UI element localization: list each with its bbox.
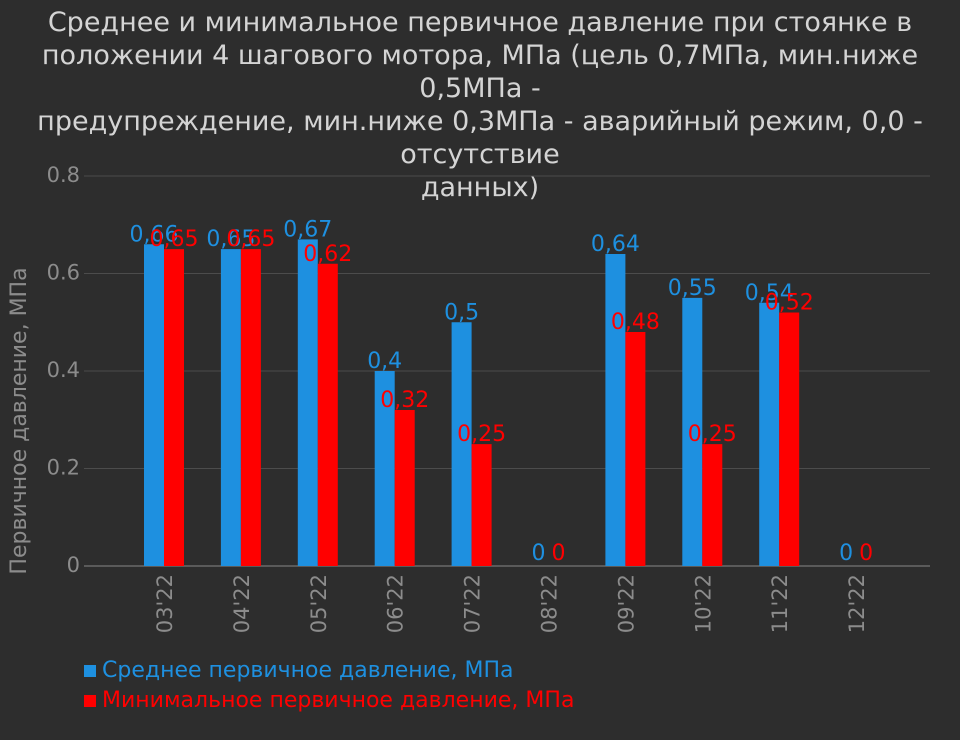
x-tick-label: 08'22 <box>538 574 562 633</box>
legend-swatch-minimum <box>84 695 96 707</box>
x-tick-label: 12'22 <box>845 574 869 633</box>
bar <box>144 244 164 566</box>
data-label: 0,25 <box>688 422 737 447</box>
data-label: 0,55 <box>668 276 717 301</box>
bar <box>317 263 338 566</box>
data-label: 0 <box>859 541 873 566</box>
x-tick-label: 07'22 <box>461 574 485 633</box>
data-label: 0,67 <box>283 217 332 242</box>
data-label: 0 <box>839 541 853 566</box>
bar <box>759 302 780 566</box>
data-label: 0,65 <box>206 227 255 252</box>
bar <box>374 371 395 566</box>
bar <box>451 322 472 566</box>
legend-swatch-average <box>84 665 96 677</box>
bar <box>164 249 184 566</box>
x-tick-label: 09'22 <box>614 574 638 633</box>
bar <box>240 249 261 566</box>
chart-title-line: предупреждение, мин.ниже 0,3МПа - аварий… <box>37 106 923 170</box>
data-label: 0,62 <box>303 242 352 267</box>
data-label: 0 <box>532 541 546 566</box>
legend-label-average: Среднее первичное давление, МПа <box>102 658 514 683</box>
legend-item-minimum: Минимальное первичное давление, МПа <box>84 686 574 716</box>
bar <box>605 254 626 566</box>
data-label: 0,52 <box>765 291 814 316</box>
chart-title: Среднее и минимальное первичное давление… <box>0 6 960 204</box>
x-tick-label: 04'22 <box>230 574 254 633</box>
bar <box>220 249 241 566</box>
legend: Среднее первичное давление, МПа Минималь… <box>84 656 574 716</box>
data-label: 0 <box>552 541 566 566</box>
data-label: 0,4 <box>367 349 402 374</box>
bar <box>682 297 703 566</box>
data-label: 0,32 <box>380 388 429 413</box>
bar <box>625 332 646 566</box>
x-tick-label: 10'22 <box>691 574 715 633</box>
y-axis-label: Первичное давление, МПа <box>7 267 32 574</box>
chart-title-line: положении 4 шагового мотора, МПа (цель 0… <box>41 40 919 104</box>
legend-label-minimum: Минимальное первичное давление, МПа <box>102 688 575 713</box>
y-tick-label: 0.4 <box>47 358 80 382</box>
chart-title-line: данных) <box>420 172 540 203</box>
x-tick-label: 05'22 <box>307 574 331 633</box>
y-tick-label: 0.6 <box>47 261 80 285</box>
data-label: 0,64 <box>591 232 640 257</box>
data-label: 0,65 <box>226 227 275 252</box>
bar <box>297 239 318 566</box>
data-label: 0,66 <box>130 222 179 247</box>
data-label: 0,5 <box>444 300 479 325</box>
y-tick-label: 0.2 <box>47 456 80 480</box>
x-tick-label: 03'22 <box>153 574 177 633</box>
chart-title-line: Среднее и минимальное первичное давление… <box>47 7 913 38</box>
y-tick-label: 0 <box>67 553 80 577</box>
x-tick-label: 11'22 <box>768 574 792 633</box>
bar <box>471 444 492 566</box>
x-tick-label: 06'22 <box>384 574 408 633</box>
bar <box>779 312 800 566</box>
data-label: 0,65 <box>150 227 199 252</box>
data-label: 0,48 <box>611 310 660 335</box>
y-tick-label: 0.8 <box>47 163 80 187</box>
data-label: 0,54 <box>745 281 794 306</box>
bar <box>702 444 723 566</box>
bar <box>394 410 415 566</box>
legend-item-average: Среднее первичное давление, МПа <box>84 656 574 686</box>
data-label: 0,25 <box>457 422 506 447</box>
